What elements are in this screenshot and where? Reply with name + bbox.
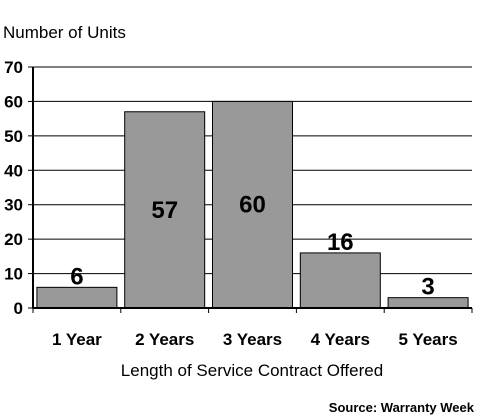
y-axis-ticks: 0 10 20 30 40 50 60 70 (4, 58, 33, 318)
y-tick-label: 30 (4, 196, 23, 215)
bar-3-years (212, 100, 293, 309)
x-axis-ticks: 1 Year 2 Years 3 Years 4 Years 5 Years (32, 308, 473, 349)
y-tick-label: 60 (4, 92, 23, 111)
x-tick-label: 3 Years (223, 330, 282, 349)
bar-2-years (124, 111, 206, 309)
y-tick-label: 20 (4, 230, 23, 249)
y-tick-label: 50 (4, 127, 23, 146)
data-labels: 6 57 60 16 3 (70, 192, 435, 301)
data-label: 60 (239, 192, 266, 219)
y-tick-label: 70 (4, 58, 23, 77)
y-tick-label: 40 (4, 161, 23, 180)
x-axis-label: Length of Service Contract Offered (121, 361, 383, 380)
bar-4-years (299, 252, 381, 309)
x-tick-label: 2 Years (135, 330, 194, 349)
data-label: 16 (327, 229, 354, 256)
bar-1-year (36, 286, 118, 309)
data-label: 6 (70, 263, 83, 290)
x-tick-label: 4 Years (311, 330, 370, 349)
y-tick-label: 10 (4, 265, 23, 284)
data-label: 57 (151, 197, 178, 224)
y-axis-label: Number of Units (3, 23, 126, 42)
y-tick-label: 0 (14, 299, 23, 318)
data-label: 3 (421, 274, 434, 301)
source-note: Source: Warranty Week (329, 400, 475, 415)
x-tick-label: 1 Year (52, 330, 102, 349)
bars (36, 100, 469, 309)
x-tick-label: 5 Years (398, 330, 457, 349)
